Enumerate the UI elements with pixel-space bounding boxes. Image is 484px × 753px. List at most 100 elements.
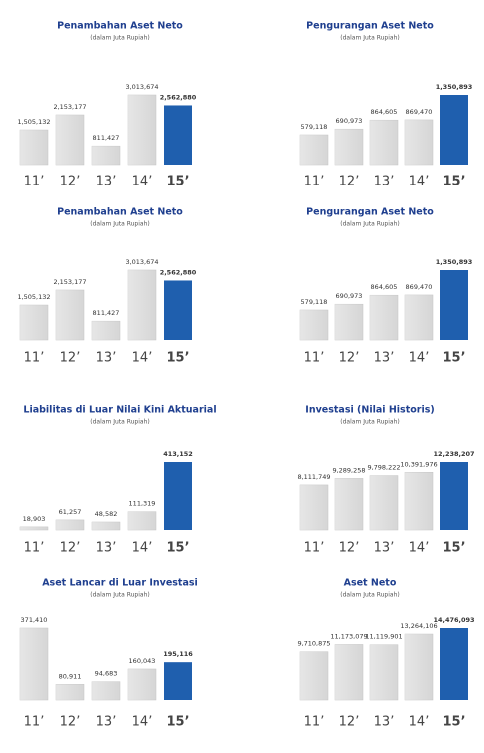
bar-shine [56,519,84,530]
category-label: 15’ [166,175,189,190]
value-label: 9,289,258 [332,466,365,474]
chart-panel: Penambahan Aset Neto (dalam Juta Rupiah) 1… [17,21,196,190]
value-label: 2,153,177 [53,103,86,111]
category-label: 14’ [132,715,153,730]
category-label: 15’ [442,715,465,730]
bar [164,462,192,530]
category-label: 15’ [442,541,465,556]
category-label: 11’ [24,175,45,190]
bar-shine [335,644,363,700]
bar-shine [20,526,48,530]
value-label: 160,043 [129,657,156,665]
bar-shine [405,294,433,340]
value-label: 579,118 [301,298,328,306]
category-label: 15’ [442,351,465,366]
bar-shine [56,684,84,700]
category-label: 12’ [339,351,360,366]
chart-title: Penambahan Aset Neto [57,21,183,32]
category-label: 13’ [374,175,395,190]
value-label: 80,911 [59,672,82,680]
chart-title: Pengurangan Aset Neto [306,207,434,218]
value-label: 11,119,901 [365,633,402,641]
bar-shine [405,634,433,700]
value-label: 14,476,093 [433,616,474,624]
bar-shine [300,134,328,165]
value-label: 864,605 [371,108,398,116]
bar-shine [20,305,48,340]
category-label: 14’ [409,715,430,730]
chart-panel: Aset Lancar di Luar Investasi (dalam Juta… [19,578,198,730]
category-label: 12’ [60,715,81,730]
value-label: 61,257 [59,508,82,516]
value-label: 2,153,177 [53,278,86,286]
bar-shine [370,120,398,165]
chart-panel: Investasi (Nilai Historis) (dalam Juta Ru… [297,405,474,556]
chart-title: Penambahan Aset Neto [57,207,183,218]
bar-shine [128,668,156,700]
category-label: 13’ [96,351,117,366]
bar [164,105,192,165]
value-label: 690,973 [336,292,363,300]
value-label: 1,350,893 [436,258,473,266]
category-label: 13’ [96,715,117,730]
bar [164,280,192,340]
bar-shine [92,681,120,700]
value-label: 9,798,222 [367,464,400,472]
chart-panel: Liabilitas di Luar Nilai Kini Aktuarial (… [19,405,217,556]
value-label: 12,238,207 [433,450,474,458]
value-label: 1,505,132 [17,293,50,301]
bar-shine [128,511,156,530]
bar-shine [92,146,120,165]
value-label: 8,111,749 [297,473,330,481]
bar [440,628,468,700]
bar-shine [92,522,120,530]
category-label: 11’ [304,715,325,730]
category-label: 11’ [304,541,325,556]
bar [440,462,468,530]
bar-shine [405,119,433,165]
category-label: 12’ [60,175,81,190]
chart-title: Aset Neto [344,578,397,589]
chart-subtitle: (dalam Juta Rupiah) [340,592,399,599]
value-label: 690,973 [336,117,363,125]
category-label: 14’ [132,175,153,190]
value-label: 371,410 [21,616,48,624]
chart-subtitle: (dalam Juta Rupiah) [340,419,399,426]
chart-panel: Pengurangan Aset Neto (dalam Juta Rupiah)… [299,207,473,366]
value-label: 195,116 [163,650,193,658]
category-label: 12’ [339,175,360,190]
category-label: 12’ [339,715,360,730]
category-label: 14’ [132,541,153,556]
bar-shine [128,270,156,340]
bar [440,95,468,165]
category-label: 14’ [132,351,153,366]
bar-shine [335,304,363,340]
chart-panel: Aset Neto (dalam Juta Rupiah) 9,710,875 11’… [297,578,474,730]
category-label: 13’ [374,541,395,556]
chart-subtitle: (dalam Juta Rupiah) [90,221,149,228]
category-label: 11’ [24,541,45,556]
value-label: 1,505,132 [17,118,50,126]
category-label: 15’ [442,175,465,190]
value-label: 13,264,106 [400,622,437,630]
value-label: 48,582 [95,510,118,518]
bar [440,270,468,340]
value-label: 10,391,976 [400,460,437,468]
value-label: 811,427 [93,134,120,142]
value-label: 811,427 [93,309,120,317]
value-label: 18,903 [23,515,46,523]
chart-subtitle: (dalam Juta Rupiah) [90,35,149,42]
bar-shine [370,295,398,340]
chart-panel: Penambahan Aset Neto (dalam Juta Rupiah) 1… [17,207,196,366]
chart-panel: Pengurangan Aset Neto (dalam Juta Rupiah)… [299,21,472,190]
category-label: 13’ [374,715,395,730]
bar-shine [20,628,48,700]
value-label: 869,470 [406,108,433,116]
value-label: 111,319 [129,500,156,508]
bar-shine [405,472,433,530]
category-label: 14’ [409,351,430,366]
chart-title: Investasi (Nilai Historis) [305,405,434,416]
category-label: 13’ [374,351,395,366]
value-label: 864,605 [371,283,398,291]
